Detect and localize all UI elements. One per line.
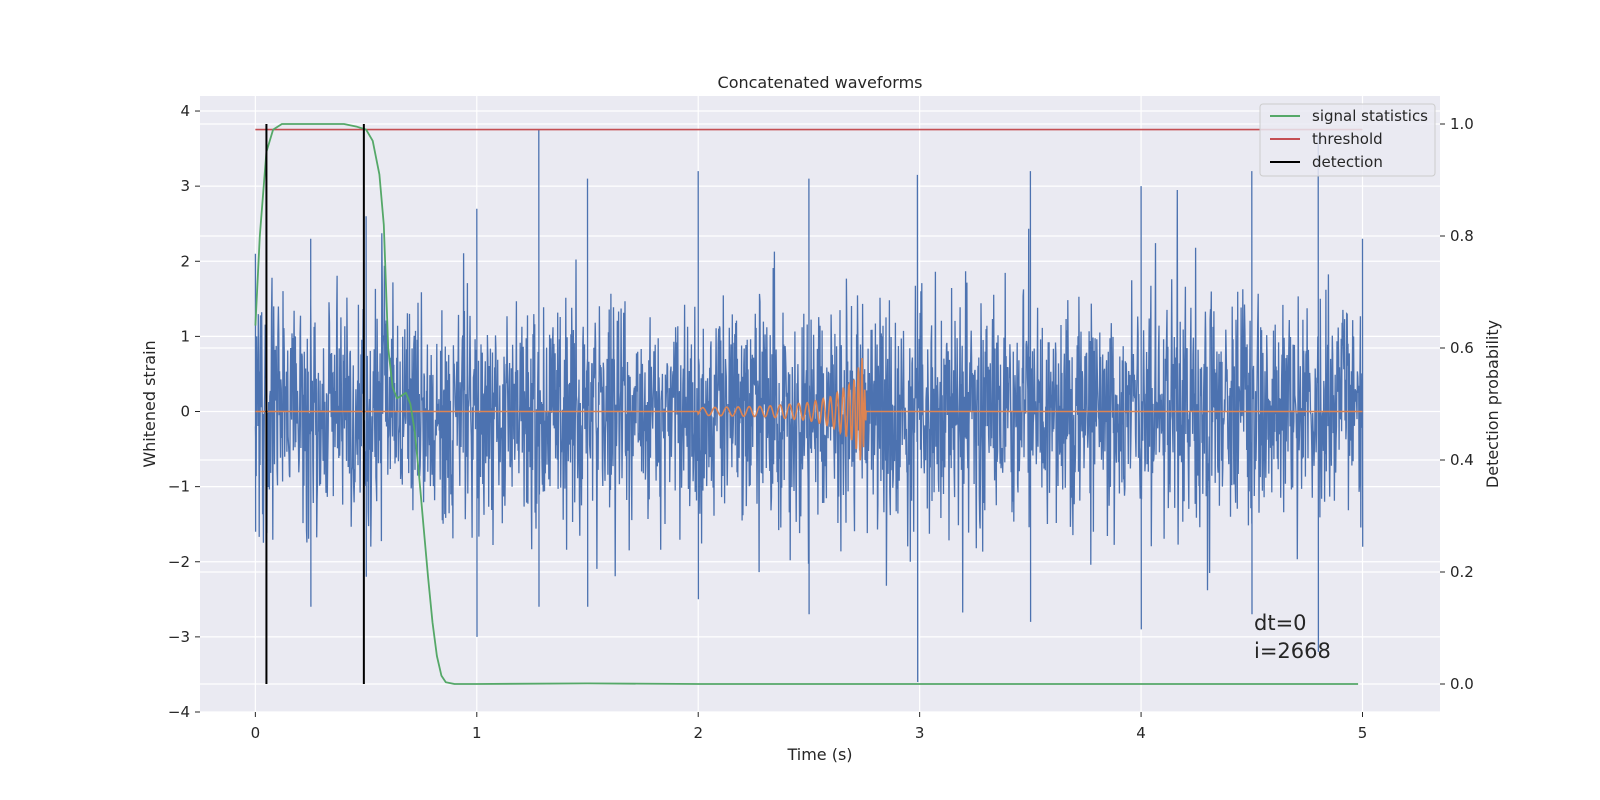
x-tick-label: 1 <box>472 724 482 742</box>
injection-series-line <box>255 358 1363 461</box>
y2-tick-label: 0.6 <box>1450 339 1474 357</box>
y2-tick-label: 0.0 <box>1450 675 1474 693</box>
y-axis-label: Whitened strain <box>140 340 159 467</box>
y-tick-label: −1 <box>168 478 190 496</box>
annotation-dt: dt=0 <box>1254 611 1307 635</box>
y2-tick-label: 1.0 <box>1450 115 1474 133</box>
annotation-i: i=2668 <box>1254 639 1331 663</box>
axes: 0 1 2 3 4 5 −4 −3 −2 −1 0 1 2 3 4 0.0 0.2 0.4 0.6 0.8 1.0 <box>168 102 1474 742</box>
y-tick-label: 4 <box>180 102 190 120</box>
y2-axis-label: Detection probability <box>1483 320 1502 488</box>
signal-statistics-line <box>254 123 1359 685</box>
y-tick-label: 3 <box>180 177 190 195</box>
x-tick-label: 0 <box>251 724 261 742</box>
x-axis-label: Time (s) <box>786 745 852 764</box>
legend-label-detection: detection <box>1312 153 1383 171</box>
legend-box <box>1259 103 1436 177</box>
y-tick-label: −2 <box>168 553 190 571</box>
y-tick-label: 2 <box>180 252 190 270</box>
x-tick-label: 4 <box>1136 724 1146 742</box>
y-tick-label: 0 <box>180 403 190 421</box>
y-tick-label: −3 <box>168 628 190 646</box>
y2-tick-label: 0.8 <box>1450 227 1474 245</box>
y2-tick-label: 0.4 <box>1450 451 1474 469</box>
legend-label-threshold: threshold <box>1312 130 1383 148</box>
y-tick-label: 1 <box>180 327 190 345</box>
chart-title: Concatenated waveforms <box>718 73 923 92</box>
x-tick-label: 2 <box>693 724 703 742</box>
legend-label-signal-statistics: signal statistics <box>1312 107 1428 125</box>
x-tick-label: 5 <box>1358 724 1368 742</box>
x-tick-label: 3 <box>915 724 925 742</box>
strain-series-line <box>254 129 1364 683</box>
y2-tick-label: 0.2 <box>1450 563 1474 581</box>
legend: signal statistics threshold detection <box>1259 103 1436 177</box>
plot-area <box>254 123 1364 685</box>
y-tick-label: −4 <box>168 703 190 721</box>
